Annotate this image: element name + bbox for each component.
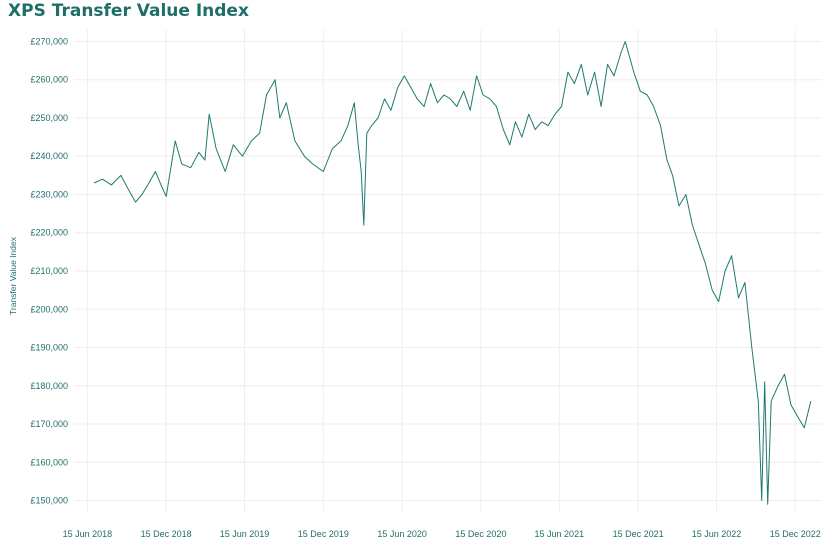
y-tick-label: £230,000 [30,189,68,199]
y-tick-label: £190,000 [30,343,68,353]
y-axis-ticks: £150,000 £160,000 £170,000 £180,000 £190,000… [30,36,68,505]
y-tick-label: £260,000 [30,75,68,85]
y-tick-label: £250,000 [30,113,68,123]
y-tick-label: £160,000 [30,457,68,467]
y-tick-label: £240,000 [30,151,68,161]
x-tick-label: 15 Jun 2019 [220,529,270,539]
y-tick-label: £270,000 [30,36,68,46]
grid-lines [74,30,822,512]
chart-title: XPS Transfer Value Index [8,1,249,21]
x-tick-label: 15 Jun 2022 [692,529,742,539]
series-layer [93,41,812,505]
x-axis-ticks: 15 Jun 2018 15 Dec 2018 15 Jun 2019 15 Dec … [63,529,821,539]
y-tick-label: £180,000 [30,381,68,391]
x-tick-label: 15 Dec 2021 [613,529,664,539]
x-tick-label: 15 Dec 2020 [455,529,506,539]
x-tick-label: 15 Dec 2018 [141,529,192,539]
y-tick-label: £150,000 [30,496,68,506]
y-tick-label: £210,000 [30,266,68,276]
y-tick-label: £200,000 [30,304,68,314]
x-tick-label: 15 Jun 2020 [377,529,427,539]
y-axis-label: Transfer Value Index [8,236,18,315]
x-tick-label: 15 Jun 2018 [63,529,113,539]
x-tick-label: 15 Dec 2022 [770,529,821,539]
y-tick-label: £220,000 [30,228,68,238]
x-tick-label: 15 Jun 2021 [535,529,585,539]
y-tick-label: £170,000 [30,419,68,429]
x-tick-label: 15 Dec 2019 [298,529,349,539]
series-line [93,41,812,505]
